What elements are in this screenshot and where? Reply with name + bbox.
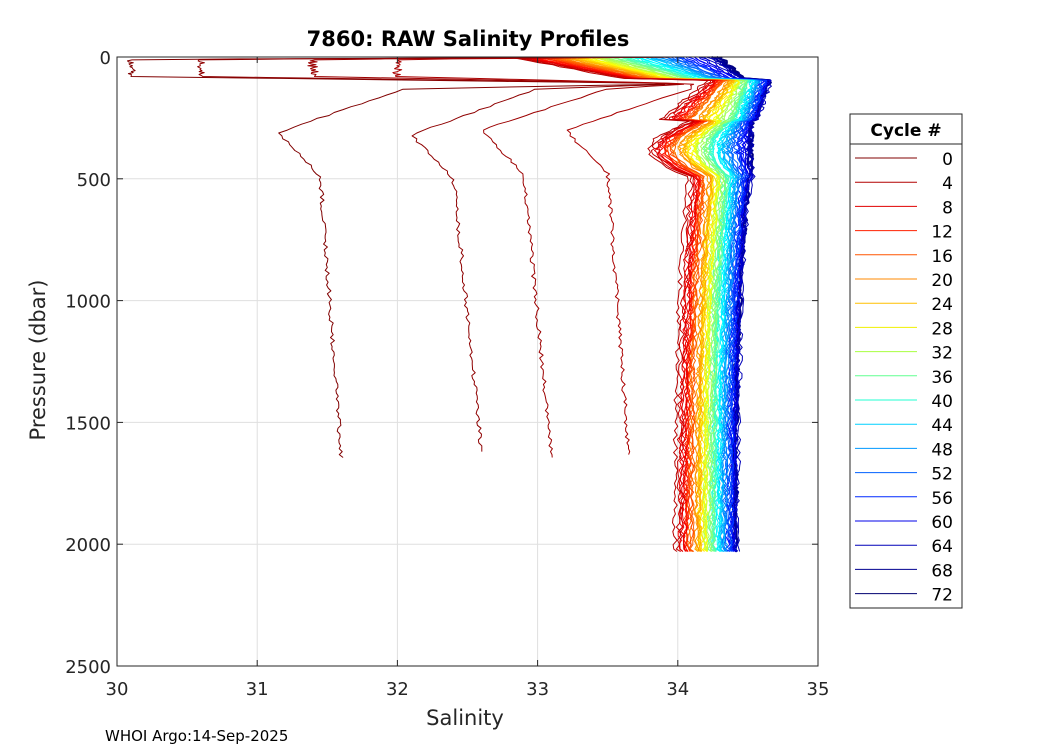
profile-line (600, 56, 744, 552)
legend-title: Cycle # (870, 121, 941, 141)
profile-line (622, 56, 749, 552)
y-axis-label: Pressure (dbar) (26, 280, 50, 441)
profile-line (674, 56, 763, 552)
legend-label: 36 (931, 368, 953, 388)
legend-label: 52 (931, 465, 953, 485)
x-tick-label: 32 (386, 679, 409, 700)
profile-line (635, 56, 755, 552)
y-tick-label: 500 (77, 170, 111, 191)
legend-label: 68 (931, 561, 953, 581)
profile-line (558, 56, 730, 552)
legend-label: 20 (931, 271, 953, 291)
profile-line (541, 56, 724, 552)
legend: Cycle # 04812162024283236404448525660646… (849, 113, 963, 609)
x-tick-label: 34 (666, 679, 689, 700)
legend-label: 8 (942, 198, 953, 218)
y-tick-label: 1000 (65, 292, 111, 313)
profile-line (534, 56, 722, 552)
y-tick-label: 2500 (65, 657, 111, 678)
x-tick-label: 31 (246, 679, 269, 700)
legend-label: 64 (931, 537, 953, 557)
chart-title: 7860: RAW Salinity Profiles (307, 27, 630, 51)
profile-line (711, 55, 772, 553)
legend-label: 28 (931, 319, 953, 339)
legend-label: 40 (931, 392, 953, 412)
x-axis-label: Salinity (426, 706, 504, 730)
legend-label: 60 (931, 513, 953, 533)
profile-line (508, 56, 709, 552)
profile-line-early (392, 56, 695, 455)
legend-label: 48 (931, 440, 953, 460)
profile-line (643, 56, 754, 552)
legend-label: 0 (942, 150, 953, 170)
x-tick-label: 33 (526, 679, 549, 700)
profile-lines (127, 55, 772, 553)
profile-line (560, 56, 734, 552)
legend-label: 44 (931, 416, 953, 436)
legend-label: 72 (931, 586, 953, 606)
x-tick-label: 30 (106, 679, 129, 700)
y-axis-ticks: 0 500 1000 1500 2000 2500 (65, 48, 818, 678)
legend-label: 24 (931, 295, 953, 315)
profile-line (649, 56, 758, 552)
plot-frame (116, 56, 819, 667)
legend-box (849, 113, 963, 609)
profile-line (572, 56, 738, 552)
legend-label: 4 (942, 174, 953, 194)
profile-line (581, 56, 741, 552)
profile-line (619, 56, 747, 552)
y-tick-label: 2000 (65, 535, 111, 556)
profile-line (520, 56, 716, 552)
profile-line (511, 56, 712, 552)
legend-label: 56 (931, 489, 953, 509)
footer-credit: WHOI Argo:14-Sep-2025 (105, 727, 288, 745)
profile-line (606, 56, 746, 552)
legend-label: 12 (931, 223, 953, 243)
legend-label: 32 (931, 344, 953, 364)
y-tick-label: 0 (100, 48, 111, 69)
profile-line (655, 56, 760, 552)
y-tick-label: 1500 (65, 413, 111, 434)
profile-line (515, 56, 714, 552)
x-tick-label: 35 (807, 679, 830, 700)
legend-label: 16 (931, 247, 953, 267)
x-axis-ticks: 30 31 32 33 34 35 (106, 57, 830, 700)
